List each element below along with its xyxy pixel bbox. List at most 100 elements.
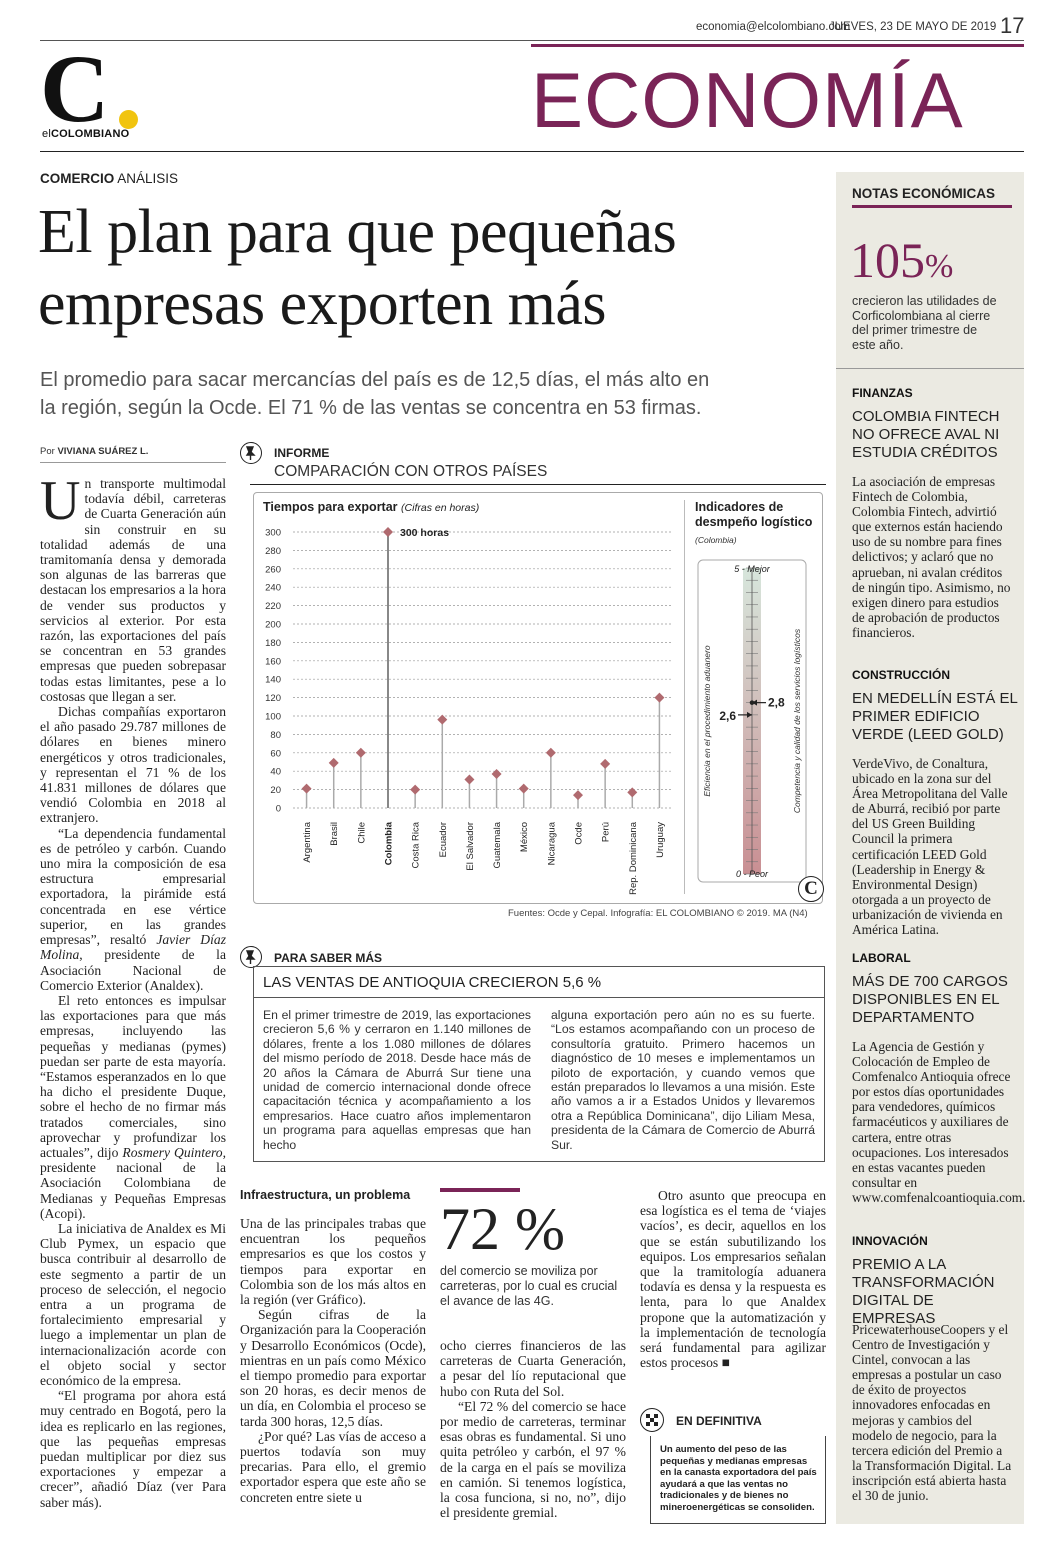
en-definitiva-box	[650, 1436, 826, 1524]
x-category-label: Nicaragua	[546, 821, 557, 865]
informe-icon	[240, 442, 262, 464]
col2-paragraph-2: Según cifras de la Organización para la …	[240, 1307, 426, 1429]
x-category-label: México	[519, 822, 530, 852]
col1-paragraph-6: “El programa por ahora está muy centrado…	[40, 1388, 226, 1510]
x-category-label: Costa Rica	[411, 821, 422, 868]
col4-paragraph-1: Otro asunto que preocupa en esa logístic…	[640, 1188, 826, 1370]
y-tick-label: 300	[265, 528, 281, 539]
note-headline-laboral: MÁS DE 700 CARGOS DISPONIBLES EN EL DEPA…	[852, 973, 1008, 1026]
y-tick-label: 40	[270, 767, 281, 778]
left-arrowhead	[747, 711, 752, 718]
gauge-bottom-label: 0 - Peor	[736, 869, 769, 879]
col1-p3-b: , presidente de la Asociación Nacional d…	[40, 947, 226, 993]
logo-name-main: COLOMBIANO	[50, 128, 130, 140]
header-date: JUEVES, 23 DE MAYO DE 2019	[829, 21, 997, 33]
note-body-laboral: La Agencia de Gestión y Colocación de Em…	[852, 1039, 1026, 1205]
y-tick-label: 80	[270, 730, 281, 741]
sidebar-divider	[836, 368, 1024, 369]
y-tick-label: 160	[265, 656, 281, 667]
data-point	[491, 768, 502, 779]
y-tick-label: 20	[270, 785, 281, 796]
col1-p4-a: El reto entonces es impulsar las exporta…	[40, 992, 226, 1160]
col3-paragraph-2: “El 72 % del comercio se hace por medio …	[440, 1398, 626, 1521]
kicker: COMERCIO ANÁLISIS	[40, 171, 178, 186]
x-category-label: El Salvador	[465, 822, 476, 871]
checkered-icon	[646, 1414, 658, 1426]
saber-mas-icon	[240, 946, 262, 968]
sidebar-title: NOTAS ECONÓMICAS	[852, 186, 996, 201]
headline-line-1: El plan para que pequeñas	[38, 198, 677, 266]
logo-letter: C	[40, 35, 110, 142]
byline-prefix: Por	[40, 446, 55, 457]
article-column-2: Una de las principales trabas que encuen…	[240, 1216, 426, 1526]
y-tick-label: 240	[265, 583, 281, 594]
header-email: economia@elcolombiano.com	[696, 21, 851, 33]
chart-title-text: Tiempos para exportar	[263, 500, 398, 514]
y-tick-label: 260	[265, 564, 281, 575]
left-axis-label: Eficiencia en el procedimiento aduanero	[702, 645, 712, 796]
col1-p4-b: , presidente nacional de la Asociación C…	[40, 1144, 226, 1221]
logo-name: elCOLOMBIANO	[42, 128, 129, 140]
data-point	[383, 527, 393, 537]
infographic-credit: Fuentes: Ocde y Cepal. Infografía: EL CO…	[508, 908, 808, 919]
stat-accent-rule	[440, 1188, 520, 1192]
kicker-type: ANÁLISIS	[117, 171, 179, 186]
saber-mas-col-b: alguna exportación pero aún no es su fue…	[551, 1008, 815, 1152]
saber-mas-col-a: En el primer trimestre de 2019, las expo…	[263, 1008, 531, 1152]
data-point	[410, 784, 421, 795]
article-column-4: Otro asunto que preocupa en esa logístic…	[640, 1188, 826, 1388]
masthead-logo: C elCOLOMBIANO	[40, 35, 150, 152]
subhead: Infraestructura, un problema	[240, 1188, 411, 1202]
data-point	[328, 757, 339, 768]
sidebar-notas: NOTAS ECONÓMICAS 105% crecieron las util…	[836, 172, 1026, 1524]
note-body-innovacion: PricewaterhouseCoopers y el Centro de In…	[852, 1322, 1012, 1504]
pin-icon	[245, 950, 256, 964]
note-section-construccion: CONSTRUCCIÓN	[852, 668, 950, 682]
sidebar-big-text: crecieron las utilidades de Corficolombi…	[852, 294, 997, 352]
logo-name-el: el	[42, 128, 51, 140]
data-point	[355, 747, 366, 758]
section-accent-rule	[531, 44, 1024, 47]
col1-paragraph-5: La iniciativa de Analdex es Mi Club Pyme…	[40, 1220, 226, 1388]
right-arrowhead	[752, 699, 757, 706]
y-tick-label: 140	[265, 675, 281, 686]
right-axis-label: Competencia y calidad de los servicios l…	[792, 628, 802, 813]
informe-rule	[250, 484, 826, 485]
byline: Por VIVIANA SUÁREZ L.	[40, 446, 148, 457]
y-tick-label: 280	[265, 546, 281, 557]
data-point	[627, 787, 638, 798]
section-title: ECONOMÍA	[531, 56, 964, 144]
left-value-label: 2,6	[719, 709, 736, 723]
x-category-label: Ecuador	[438, 822, 449, 857]
right-value-label: 2,8	[768, 696, 785, 710]
byline-name: VIVIANA SUÁREZ L.	[57, 446, 149, 457]
deck-line-2: la región, según la Ocde. El 71 % de las…	[40, 397, 702, 419]
note-section-innovacion: INNOVACIÓN	[852, 1234, 928, 1248]
gauge-marker	[749, 700, 755, 705]
gauge-top-label: 5 - Mejor	[734, 564, 771, 574]
col3-paragraph-1: ocho cierres financieros de las carreter…	[440, 1338, 626, 1399]
end-mark: ■	[721, 1355, 730, 1371]
deck-line-1: El promedio para sacar mercancías del pa…	[40, 369, 710, 391]
note-headline-construccion: EN MEDELLÍN ESTÁ EL PRIMER EDIFICIO VERD…	[852, 690, 1018, 743]
x-category-label: Brasil	[329, 822, 340, 846]
note-body-finanzas: La asociación de empresas Fintech de Col…	[852, 474, 1011, 640]
sidebar-big-number-suffix: %	[925, 248, 954, 285]
infographic-logo-letter: C	[804, 878, 818, 899]
col1-paragraph-4: El reto entonces es impulsar las exporta…	[40, 993, 226, 1221]
en-definitiva-text: Un aumento del peso de las pequeñas y me…	[660, 1444, 817, 1513]
note-headline-finanzas: COLOMBIA FINTECH NO OFRECE AVAL NI ESTUD…	[852, 408, 1000, 461]
y-tick-label: 200	[265, 620, 281, 631]
informe-title: COMPARACIÓN CON OTROS PAÍSES	[274, 463, 548, 480]
stat-text: del comercio se moviliza por carreteras,…	[440, 1264, 618, 1308]
section-bottom-rule	[40, 151, 1024, 152]
data-point	[464, 774, 475, 785]
kicker-section: COMERCIO	[40, 171, 115, 186]
data-point	[545, 747, 556, 758]
stat-value: 72 %	[440, 1196, 565, 1262]
data-point	[573, 790, 583, 801]
gauge-subtitle: (Colombia)	[695, 535, 737, 545]
gauge-title-2: desmpeño logístico	[695, 515, 813, 529]
